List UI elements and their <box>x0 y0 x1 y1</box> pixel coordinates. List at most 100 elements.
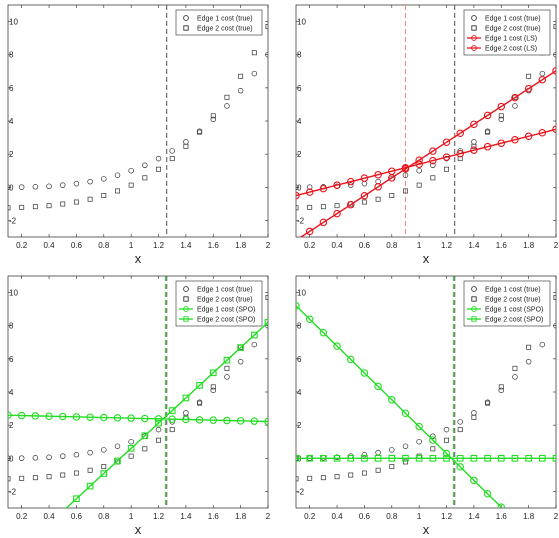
data-point <box>553 51 556 58</box>
y-tick-label: 6 <box>297 355 302 364</box>
series-3 <box>296 302 506 508</box>
data-point <box>334 203 340 209</box>
x-tick-label: 0.2 <box>16 512 28 521</box>
data-point <box>224 94 230 100</box>
x-tick-label: 0.8 <box>98 241 110 250</box>
data-point <box>374 183 382 191</box>
data-point <box>484 128 491 135</box>
data-point <box>429 436 437 444</box>
chart-panel-4: 0.2 0.4 0.6 0.8 1 1.2 1.4 1.6 1.8 2-20246810xEdge… <box>295 275 559 537</box>
data-point <box>169 148 175 154</box>
data-point <box>347 454 355 462</box>
series-line <box>8 414 268 423</box>
data-point <box>401 165 410 173</box>
data-point <box>429 147 437 155</box>
legend-entry-label: Edge 2 cost (true) <box>197 26 253 33</box>
legend-entry-label: Edge 1 cost (true) <box>197 16 253 23</box>
data-point <box>210 387 217 394</box>
data-point <box>73 199 79 205</box>
data-point <box>86 413 94 421</box>
data-point <box>389 464 395 470</box>
data-point <box>236 417 245 425</box>
data-point <box>374 454 382 462</box>
data-point <box>319 184 328 193</box>
data-point <box>197 129 203 135</box>
y-tick-label: -2 <box>297 487 305 496</box>
data-point <box>142 175 148 181</box>
data-point <box>375 467 381 473</box>
x-tick-label: 0.2 <box>304 512 316 521</box>
data-point <box>210 113 216 119</box>
x-tick-label: 0.4 <box>331 512 343 521</box>
data-point <box>430 446 436 452</box>
y-tick-label: 2 <box>9 150 14 159</box>
data-point <box>346 177 355 186</box>
data-point <box>128 167 134 174</box>
legend-entry-label: Edge 2 cost (SPO) <box>485 317 543 324</box>
legend-marker <box>471 286 477 292</box>
plot-marks <box>8 5 268 237</box>
data-point <box>552 67 556 75</box>
data-point <box>8 476 11 482</box>
data-point <box>388 174 396 182</box>
data-point <box>8 411 12 419</box>
data-point <box>87 196 93 202</box>
series-3 <box>296 125 556 200</box>
legend-entry-label: Edge 1 cost (LS) <box>485 36 537 43</box>
series-4 <box>296 454 556 462</box>
data-point <box>361 470 367 476</box>
chart-panel-1: 0.2 0.4 0.6 0.8 1 1.2 1.4 1.6 1.8 2 -2 0 2 4 6 8 10 x Edge… <box>7 4 271 266</box>
y-tick-label: 8 <box>297 51 302 60</box>
legend: Edge 1 cost (true) Edge 2 cost (true) Edge… <box>463 280 551 327</box>
data-point <box>483 142 492 151</box>
data-point <box>361 180 368 187</box>
legend-marker <box>471 25 477 31</box>
data-point <box>347 182 354 188</box>
data-point <box>101 464 107 470</box>
data-point <box>484 454 491 462</box>
data-point <box>526 344 532 350</box>
data-point <box>497 454 505 462</box>
x-tick-label: 1.4 <box>468 241 480 250</box>
data-point <box>169 156 175 162</box>
data-point <box>305 315 314 324</box>
data-point <box>360 369 369 377</box>
data-point <box>87 178 93 185</box>
data-point <box>87 449 93 456</box>
chart-panel-2: 0.2 0.4 0.6 0.8 1 1.2 1.4 1.6 1.8 2 -2 0 2 4 6 8 10 x Edge… <box>295 4 559 266</box>
plot-marks <box>296 276 556 508</box>
data-point <box>100 470 108 477</box>
data-point <box>46 183 52 190</box>
data-point <box>320 475 326 481</box>
data-point <box>223 416 231 425</box>
legend-marker <box>183 15 189 21</box>
data-point <box>223 356 231 364</box>
data-point <box>128 182 134 188</box>
data-point <box>45 412 53 420</box>
data-point <box>156 166 161 172</box>
data-point <box>296 302 300 310</box>
x-tick-label: 0.2 <box>304 241 316 250</box>
data-point <box>183 139 189 145</box>
data-point <box>360 191 369 200</box>
series-1 <box>8 322 268 462</box>
data-point <box>361 451 368 458</box>
y-tick-label: -2 <box>297 216 305 225</box>
series-1 <box>296 322 556 462</box>
series-2 <box>8 24 268 211</box>
data-point <box>512 365 518 371</box>
data-point <box>403 459 408 465</box>
legend-marker <box>183 316 189 322</box>
data-point <box>127 414 135 422</box>
legend-marker <box>183 296 189 302</box>
data-point <box>471 410 477 416</box>
data-point <box>401 409 410 417</box>
data-point <box>100 413 108 422</box>
data-point <box>361 454 368 462</box>
data-point <box>32 455 39 461</box>
series-line <box>65 321 268 508</box>
data-point <box>307 475 313 481</box>
data-point <box>389 193 395 199</box>
data-point <box>17 411 26 420</box>
